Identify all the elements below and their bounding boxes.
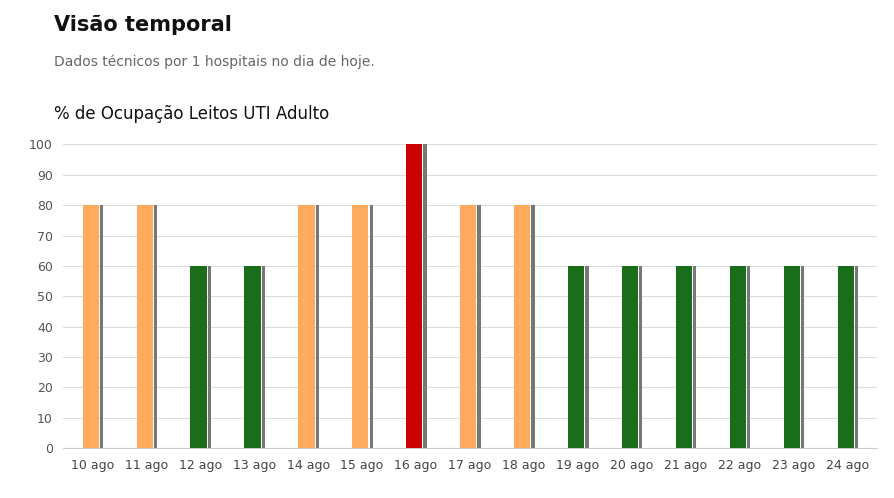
Bar	[477, 205, 480, 448]
Text: Visão temporal: Visão temporal	[54, 15, 232, 35]
Bar	[746, 266, 749, 448]
Bar	[82, 205, 98, 448]
Bar	[783, 266, 799, 448]
Bar	[837, 266, 853, 448]
Bar	[316, 205, 318, 448]
Bar	[207, 266, 211, 448]
Bar	[692, 266, 696, 448]
Bar	[585, 266, 588, 448]
Text: Dados técnicos por 1 hospitais no dia de hoje.: Dados técnicos por 1 hospitais no dia de…	[54, 55, 374, 69]
Bar	[800, 266, 804, 448]
Bar	[244, 266, 260, 448]
Bar	[675, 266, 691, 448]
Bar	[513, 205, 529, 448]
Text: % de Ocupação Leitos UTI Adulto: % de Ocupação Leitos UTI Adulto	[54, 105, 329, 123]
Bar	[154, 205, 156, 448]
Bar	[621, 266, 637, 448]
Bar	[460, 205, 476, 448]
Bar	[406, 144, 422, 448]
Bar	[137, 205, 153, 448]
Bar	[261, 266, 265, 448]
Bar	[190, 266, 207, 448]
Bar	[100, 205, 103, 448]
Bar	[568, 266, 584, 448]
Bar	[729, 266, 746, 448]
Bar	[423, 144, 426, 448]
Bar	[854, 266, 857, 448]
Bar	[531, 205, 534, 448]
Bar	[298, 205, 314, 448]
Bar	[369, 205, 373, 448]
Bar	[352, 205, 368, 448]
Bar	[638, 266, 642, 448]
